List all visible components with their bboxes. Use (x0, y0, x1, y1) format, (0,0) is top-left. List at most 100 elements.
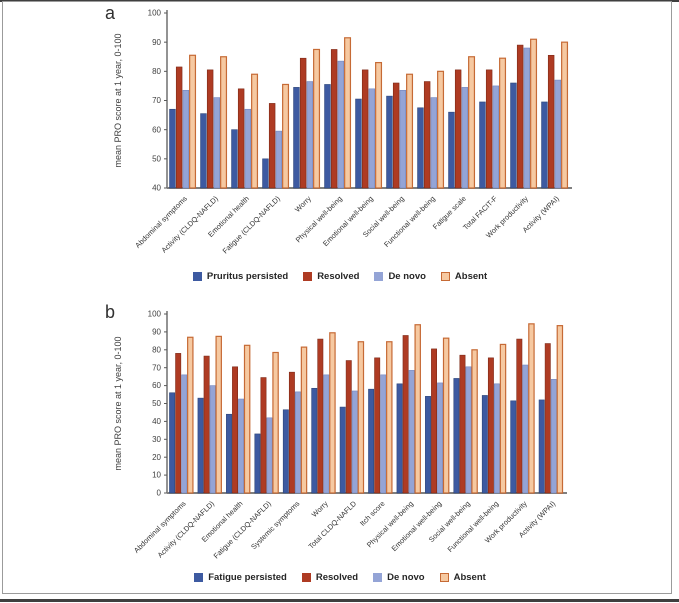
bar-fatigue-persisted (169, 392, 176, 494)
bar-absent (251, 73, 259, 189)
legend-label: Pruritus persisted (206, 271, 289, 282)
bar-pruritus-persisted (200, 113, 207, 189)
bar-absent (272, 351, 279, 494)
legend-label: De novo (388, 271, 426, 282)
bar-resolved (547, 54, 555, 189)
legend-item-absent: Absent (440, 271, 488, 282)
legend-label: Resolved (315, 572, 359, 583)
y-tick-label: 60 (152, 125, 161, 134)
bar-fatigue-persisted (197, 397, 204, 494)
bar-de-novo (494, 383, 500, 494)
bar-chart-panel-b: mean PRO score at 1 year, 0-100 0 10 20 30 40… (113, 310, 567, 560)
y-tick-label: 50 (152, 154, 161, 163)
y-tick-label: 90 (152, 328, 161, 337)
bar-pruritus-persisted (510, 82, 517, 189)
bar-de-novo (351, 390, 358, 494)
legend-item-de-novo: De novo (373, 572, 425, 583)
category-label: Activity (CLDQ-NAFLD) (159, 194, 220, 255)
bar-de-novo (295, 391, 301, 494)
bar-de-novo (182, 89, 190, 189)
bar-resolved (454, 69, 462, 189)
bar-pruritus-persisted (324, 84, 331, 189)
bar-absent (386, 341, 393, 494)
bar-absent (530, 38, 538, 189)
bar-de-novo (244, 108, 252, 189)
bar-fatigue-persisted (311, 387, 318, 494)
bar-de-novo (522, 364, 529, 494)
legend-swatch (192, 272, 202, 281)
bar-fatigue-persisted (254, 433, 261, 494)
bar-resolved (330, 49, 338, 189)
y-tick-label: 80 (152, 67, 161, 76)
legend-item-absent: Absent (439, 572, 486, 583)
bar-de-novo (213, 97, 221, 189)
bar-absent (406, 73, 414, 189)
bar-pruritus-persisted (262, 158, 269, 189)
bar-absent (528, 323, 535, 494)
bar-pruritus-persisted (386, 95, 393, 189)
y-tick-label: 10 (152, 471, 161, 480)
bar-de-novo (523, 47, 531, 189)
legend-label: Resolved (317, 271, 360, 282)
bar-fatigue-persisted (368, 388, 375, 494)
bar-absent (471, 349, 478, 494)
bar-resolved (361, 69, 369, 189)
bar-absent (282, 83, 290, 189)
bar-de-novo (408, 370, 415, 494)
bar-fatigue-persisted (538, 399, 545, 494)
bar-pruritus-persisted (541, 101, 548, 189)
legend-swatch (194, 573, 204, 582)
y-tick-label: 80 (152, 345, 161, 354)
bar-de-novo (399, 89, 407, 189)
legend-swatch (303, 272, 313, 281)
y-tick-label: 50 (152, 399, 161, 408)
legend-panel-a: Pruritus persisted Resolved De novo Absent (110, 271, 570, 282)
bar-de-novo (465, 366, 472, 494)
bar-fatigue-persisted (481, 395, 488, 494)
legend-item-resolved: Resolved (301, 572, 359, 583)
bar-de-novo (266, 417, 273, 494)
bar-resolved (431, 348, 437, 494)
bar-de-novo (430, 97, 438, 189)
category-label: Functional well-being (445, 499, 500, 554)
bar-de-novo (337, 60, 345, 189)
legend-panel-b: Fatigue persisted Resolved De novo Absent (110, 572, 570, 583)
legend-item-resolved: Resolved (303, 271, 359, 282)
bar-de-novo (554, 79, 562, 189)
bar-absent (414, 324, 421, 494)
legend-item-de-novo: De novo (374, 271, 426, 282)
legend-label: Absent (454, 271, 488, 282)
y-tick-label: 90 (152, 38, 161, 47)
bar-resolved (374, 357, 381, 494)
bar-resolved (459, 354, 466, 494)
bar-pruritus-persisted (355, 98, 362, 189)
bar-absent (468, 56, 476, 189)
bar-de-novo (461, 87, 469, 189)
legend-swatch (373, 573, 383, 582)
bar-resolved (237, 88, 245, 189)
bar-absent (442, 337, 450, 494)
bar-resolved (402, 335, 409, 494)
bar-pruritus-persisted (231, 129, 238, 189)
bar-resolved (317, 338, 324, 494)
bar-absent (215, 335, 222, 494)
bar-de-novo (275, 130, 283, 189)
bar-pruritus-persisted (417, 107, 424, 189)
bar-pruritus-persisted (479, 101, 486, 189)
y-tick-label: 100 (148, 9, 162, 18)
bar-absent (313, 48, 321, 189)
category-label: Fatigue (CLDQ-NAFLD) (220, 194, 281, 255)
legend-label: Absent (453, 572, 486, 583)
bar-chart-panel-a: mean PRO score at 1 year, 0-100 40 50 60 70 8… (113, 9, 572, 255)
bar-resolved (288, 371, 295, 494)
y-tick-label: 40 (152, 417, 161, 426)
category-label: Emotional well-being (390, 499, 444, 553)
bar-resolved (544, 343, 551, 494)
bar-absent (499, 57, 507, 189)
bar-resolved (175, 66, 183, 189)
legend-swatch (439, 573, 449, 582)
bar-resolved (175, 353, 182, 494)
bar-de-novo (181, 374, 188, 494)
y-axis-title: mean PRO score at 1 year, 0-100 (113, 33, 123, 167)
bar-absent (499, 343, 507, 494)
